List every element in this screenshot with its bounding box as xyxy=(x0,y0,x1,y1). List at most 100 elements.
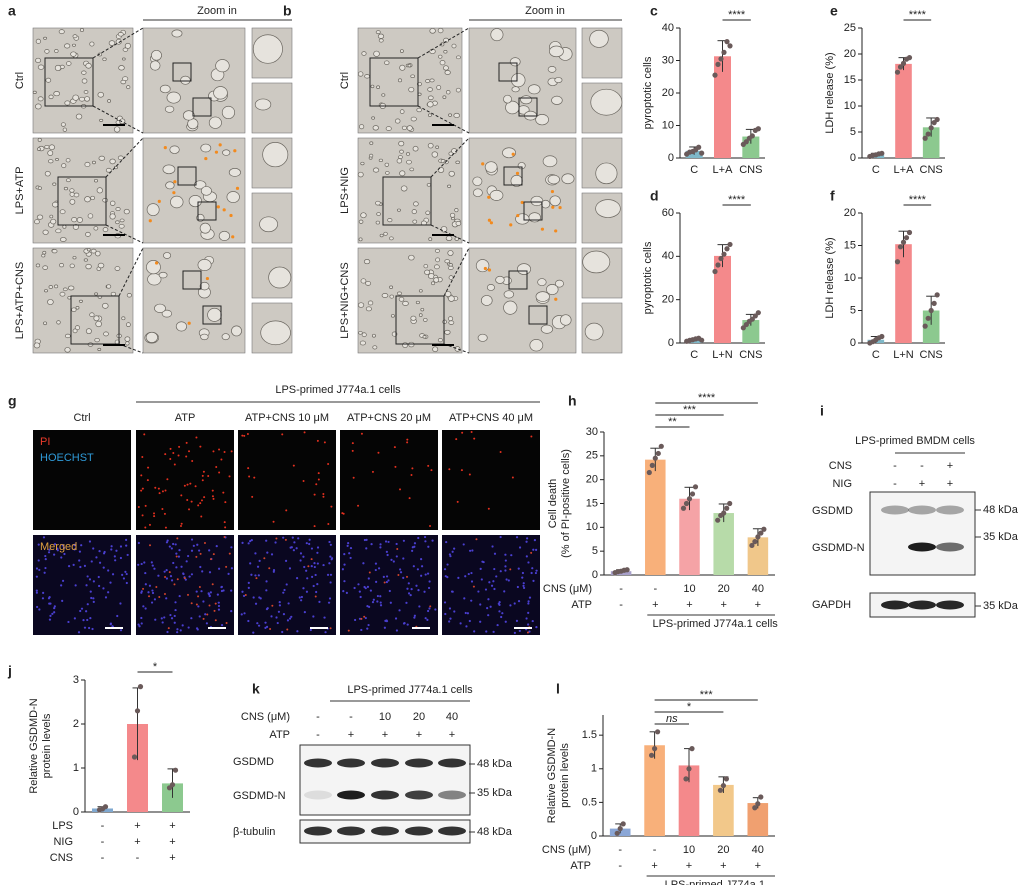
cell xyxy=(62,127,67,132)
hoechst-signal xyxy=(53,607,56,610)
row-value: - xyxy=(101,836,105,848)
cell xyxy=(396,158,403,164)
cell xyxy=(405,152,411,156)
row-value: - xyxy=(619,583,623,595)
cell xyxy=(33,342,41,349)
y-axis-label: Relative GSDMD-N xyxy=(546,728,558,823)
cell xyxy=(43,36,48,40)
pi-signal xyxy=(397,574,400,577)
hoechst-signal xyxy=(343,580,346,583)
hoechst-signal xyxy=(209,591,212,594)
hoechst-signal xyxy=(290,615,293,618)
panel-label: i xyxy=(820,403,824,419)
cell xyxy=(51,249,58,254)
data-point xyxy=(720,782,727,789)
cell xyxy=(69,191,75,197)
data-point xyxy=(689,746,695,752)
row-label: CNS (μM) xyxy=(542,844,591,856)
cell xyxy=(53,91,61,97)
cell xyxy=(390,314,395,318)
hoechst-signal xyxy=(444,612,447,616)
cell xyxy=(105,167,112,173)
pi-signal xyxy=(164,526,167,529)
zoom-box xyxy=(197,201,217,221)
hoechst-signal xyxy=(387,579,390,582)
hoechst-signal xyxy=(173,614,176,618)
pi-signal xyxy=(153,512,156,515)
cell xyxy=(595,162,618,185)
cell xyxy=(535,291,550,302)
cell xyxy=(108,40,116,46)
pi-signal xyxy=(214,602,217,605)
hoechst-signal xyxy=(282,613,286,616)
marker-label: 48 kDa xyxy=(477,826,513,838)
row-label: NIG xyxy=(53,836,73,848)
data-point xyxy=(724,246,730,252)
zoom-guide xyxy=(118,247,144,297)
cell xyxy=(399,49,404,53)
cell xyxy=(400,185,408,192)
cell xyxy=(455,220,462,226)
pi-signal xyxy=(360,617,363,620)
hoechst-signal xyxy=(434,608,437,611)
cell xyxy=(358,219,364,224)
hoechst-signal xyxy=(196,543,199,546)
hoechst-signal xyxy=(77,631,81,634)
cell xyxy=(422,335,427,339)
hoechst-signal xyxy=(79,609,82,613)
cell xyxy=(97,347,102,351)
cell xyxy=(489,189,504,201)
hoechst-signal xyxy=(427,545,430,548)
hoechst-signal xyxy=(176,628,179,631)
cell xyxy=(182,110,195,121)
pyroptosis-marker xyxy=(235,186,240,190)
cell xyxy=(439,60,446,66)
hoechst-signal xyxy=(503,590,506,593)
cell xyxy=(93,178,98,183)
hoechst-signal xyxy=(448,607,452,610)
cell xyxy=(42,265,49,270)
cell xyxy=(146,260,161,275)
hoechst-signal xyxy=(306,577,309,580)
cell xyxy=(106,284,112,289)
cell xyxy=(455,160,460,165)
cell xyxy=(72,256,77,260)
hoechst-signal xyxy=(176,631,179,634)
significance-label: *** xyxy=(683,404,697,416)
hoechst-signal xyxy=(230,546,233,549)
cell xyxy=(96,187,103,194)
pi-signal xyxy=(271,604,274,607)
hoechst-signal xyxy=(151,564,154,567)
hoechst-signal xyxy=(272,569,276,572)
blot-membrane xyxy=(869,491,976,576)
data-point xyxy=(758,794,764,800)
pi-signal xyxy=(303,431,306,434)
hoechst-signal xyxy=(365,538,368,541)
hoechst-signal xyxy=(427,586,431,590)
y-tick-label: 30 xyxy=(662,54,674,66)
cell xyxy=(218,230,231,241)
hoechst-signal xyxy=(424,617,427,620)
hoechst-signal xyxy=(277,610,281,613)
cell xyxy=(429,28,436,34)
hoechst-signal xyxy=(479,603,482,606)
hoechst-signal xyxy=(174,601,177,604)
cell xyxy=(89,312,95,318)
hoechst-signal xyxy=(119,556,123,560)
data-point xyxy=(721,510,727,516)
pi-signal xyxy=(228,552,231,555)
blot-band xyxy=(371,790,399,800)
hoechst-signal xyxy=(499,535,502,539)
cell xyxy=(50,218,57,225)
condition-value: + xyxy=(348,729,354,741)
hoechst-signal xyxy=(389,601,392,604)
hoechst-signal xyxy=(525,555,528,558)
hoechst-signal xyxy=(390,558,393,561)
blot-band xyxy=(908,542,936,552)
cell xyxy=(357,302,365,308)
cell xyxy=(207,307,222,322)
hoechst-signal xyxy=(316,551,319,554)
hoechst-signal xyxy=(207,592,211,596)
hoechst-signal xyxy=(385,550,388,553)
cell xyxy=(363,259,371,265)
